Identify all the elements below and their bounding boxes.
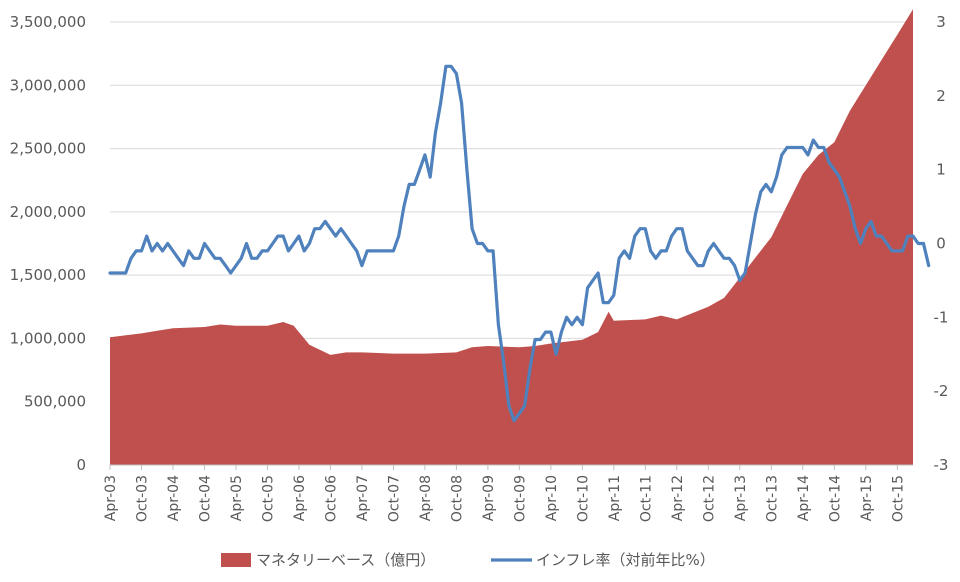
x-tick-label: Oct-09 bbox=[512, 475, 528, 522]
y-left-tick-label: 2,000,000 bbox=[10, 203, 86, 221]
x-tick-label: Oct-03 bbox=[134, 475, 150, 522]
series-area-monetary-base bbox=[110, 9, 913, 466]
legend-label-inflation: インフレ率（対前年比%） bbox=[536, 551, 715, 569]
x-tick-label: Oct-13 bbox=[764, 475, 780, 522]
x-tick-label: Apr-03 bbox=[103, 475, 119, 521]
y-right-tick-labels: -3 -2 -1 0 1 2 3 bbox=[934, 13, 949, 474]
x-tick-label: Apr-05 bbox=[229, 475, 245, 521]
y-left-tick-label: 2,500,000 bbox=[10, 140, 86, 158]
y-left-tick-label: 500,000 bbox=[24, 393, 86, 411]
x-tick-label: Apr-10 bbox=[544, 475, 560, 521]
series-line-inflation bbox=[108, 64, 931, 423]
area-series-layer bbox=[110, 9, 913, 466]
x-tick-label: Apr-04 bbox=[166, 475, 182, 521]
y-right-tick-label: -2 bbox=[934, 382, 949, 400]
y-left-tick-label: 3,000,000 bbox=[10, 76, 86, 94]
legend-label-monetary-base: マネタリーベース（億円） bbox=[256, 551, 435, 569]
y-right-tick-label: 0 bbox=[936, 235, 946, 253]
x-tick-label: Oct-06 bbox=[323, 475, 339, 522]
x-tick-label: Apr-13 bbox=[733, 475, 749, 521]
y-right-tick-label: 3 bbox=[936, 13, 946, 31]
axes bbox=[109, 464, 913, 470]
legend: マネタリーベース（億円） インフレ率（対前年比%） bbox=[221, 551, 715, 569]
y-right-tick-label: -1 bbox=[934, 308, 949, 326]
y-left-tick-label: 1,000,000 bbox=[10, 329, 86, 347]
x-tick-label: Apr-11 bbox=[607, 475, 623, 521]
line-series-layer bbox=[108, 64, 931, 423]
x-tick-label: Oct-12 bbox=[701, 475, 717, 522]
x-tick-label: Apr-12 bbox=[670, 475, 686, 521]
x-tick-label: Apr-06 bbox=[292, 475, 308, 521]
x-tick-label: Apr-07 bbox=[355, 475, 371, 521]
y-right-tick-label: 1 bbox=[936, 161, 946, 179]
x-tick-label: Apr-14 bbox=[796, 475, 812, 521]
x-tick-labels: Apr-03 Oct-03 Apr-04 Oct-04 Apr-05 Oct-05 Apr-… bbox=[103, 475, 906, 522]
x-tick-label: Apr-08 bbox=[418, 475, 434, 521]
x-tick-label: Oct-04 bbox=[197, 475, 213, 522]
y-left-tick-label: 1,500,000 bbox=[10, 266, 86, 284]
x-tick-label: Apr-15 bbox=[859, 475, 875, 521]
x-tick-label: Oct-11 bbox=[638, 475, 654, 522]
x-tick-label: Apr-09 bbox=[481, 475, 497, 521]
x-tick-label: Oct-05 bbox=[260, 475, 276, 522]
x-tick-label: Oct-07 bbox=[386, 475, 402, 522]
x-tick-label: Oct-14 bbox=[827, 475, 843, 522]
y-right-tick-label: 2 bbox=[936, 87, 946, 105]
x-tick-label: Oct-08 bbox=[449, 475, 465, 522]
x-tick-label: Oct-10 bbox=[575, 475, 591, 522]
legend-swatch-area bbox=[221, 553, 251, 567]
y-right-tick-label: -3 bbox=[934, 456, 949, 474]
y-left-tick-label: 0 bbox=[76, 456, 86, 474]
y-left-tick-labels: 0 500,000 1,000,000 1,500,000 2,000,000 2,500… bbox=[10, 13, 86, 474]
x-tick-label: Oct-15 bbox=[890, 475, 906, 522]
y-left-tick-label: 3,500,000 bbox=[10, 13, 86, 31]
